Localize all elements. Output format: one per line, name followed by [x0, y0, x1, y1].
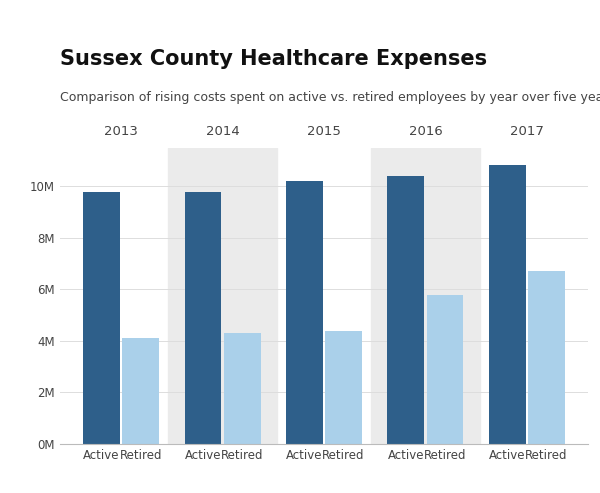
- Text: 2013: 2013: [104, 125, 138, 138]
- Bar: [83, 192, 120, 444]
- Bar: [169, 148, 277, 444]
- Bar: [185, 192, 221, 444]
- Bar: [489, 165, 526, 444]
- Bar: [528, 271, 565, 444]
- Text: Comparison of rising costs spent on active vs. retired employees by year over fi: Comparison of rising costs spent on acti…: [60, 91, 600, 104]
- Bar: [325, 331, 362, 444]
- Bar: [224, 333, 260, 444]
- Text: 2016: 2016: [409, 125, 442, 138]
- Bar: [427, 294, 463, 444]
- Bar: [371, 148, 479, 444]
- Bar: [122, 338, 159, 444]
- Text: 2017: 2017: [510, 125, 544, 138]
- Text: 2015: 2015: [307, 125, 341, 138]
- Text: Sussex County Healthcare Expenses: Sussex County Healthcare Expenses: [60, 49, 487, 69]
- Bar: [286, 181, 323, 444]
- Bar: [388, 176, 424, 444]
- Text: 2014: 2014: [206, 125, 239, 138]
